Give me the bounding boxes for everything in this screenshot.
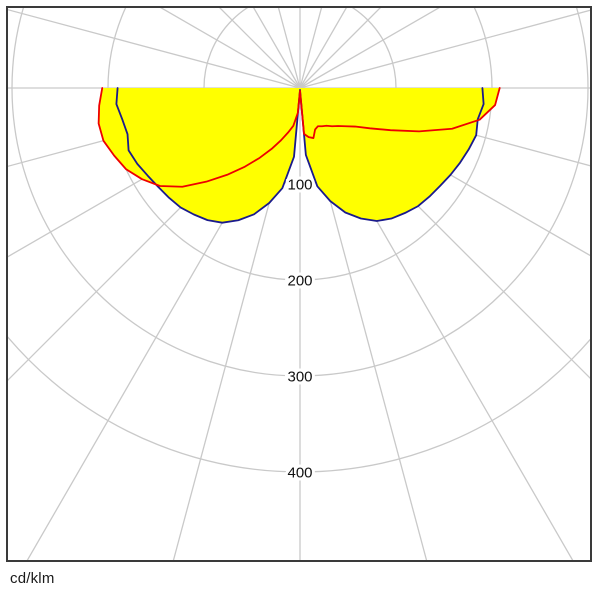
- distribution-curve: [97, 87, 501, 188]
- unit-axis-label: cd/klm: [10, 570, 55, 587]
- radial-tick-halo: 100: [287, 177, 312, 194]
- radial-tick-label: 400: [287, 465, 312, 482]
- polar-radial-rings: [8, 8, 590, 473]
- angle-gridline: [299, 87, 428, 560]
- radial-tick-halo: 200: [287, 273, 312, 290]
- angle-gridline: [8, 9, 301, 89]
- radial-tick-label: 100: [287, 177, 312, 194]
- radial-ring: [11, 8, 589, 377]
- radial-tick-label: 300: [287, 369, 312, 386]
- angle-gridline: [172, 87, 301, 560]
- radial-tick-label: 200: [287, 273, 312, 290]
- plot-frame: 100 100 200 200 300 300 400 400: [6, 6, 592, 562]
- angle-gridline: [299, 8, 323, 89]
- distribution-fill-region: [98, 88, 500, 187]
- angle-gridline: [299, 9, 590, 89]
- distribution-curves: [97, 87, 501, 224]
- radial-tick-halo: 300: [287, 369, 312, 386]
- angle-gridline: [299, 8, 440, 89]
- radial-tick-halo: 400: [287, 465, 312, 482]
- angle-gridline: [277, 8, 301, 89]
- distribution-curve: [115, 87, 485, 224]
- angle-gridline: [160, 8, 301, 89]
- radial-ring: [8, 336, 590, 473]
- distribution-fill: [98, 88, 500, 223]
